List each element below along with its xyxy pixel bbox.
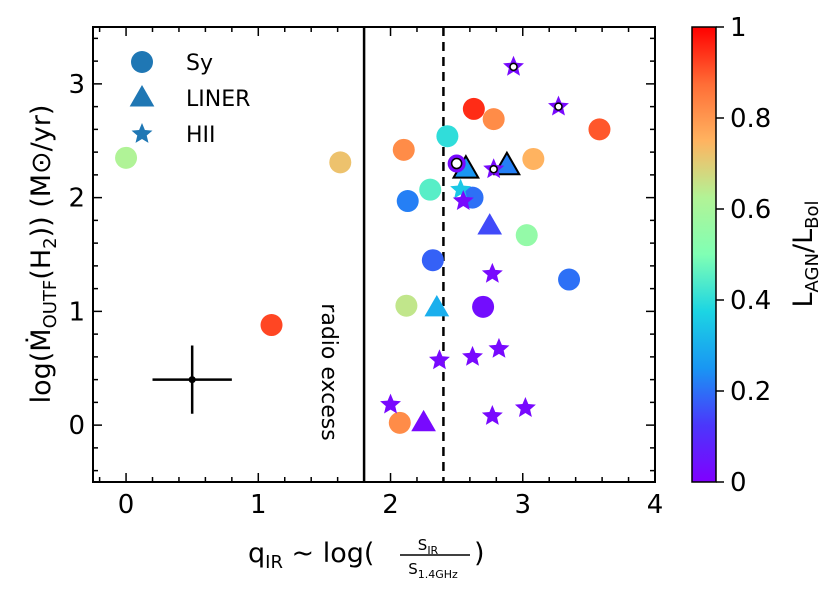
legend: Sy LINER HII xyxy=(129,51,250,148)
hii-point xyxy=(514,397,536,417)
highlight-marker xyxy=(489,164,498,174)
sy-point xyxy=(392,138,415,161)
sy-point xyxy=(558,268,581,291)
error-bar xyxy=(152,345,232,414)
highlight-marker xyxy=(554,102,563,111)
x-tick-label: 4 xyxy=(647,490,664,520)
radio-excess-label: radio excess xyxy=(316,303,341,440)
sy-point xyxy=(515,224,538,247)
colorbar-tick-label: 0.8 xyxy=(730,104,771,134)
colorbar-tick-label: 0 xyxy=(730,468,747,498)
y-tick-label: 0 xyxy=(68,411,85,441)
sy-point xyxy=(388,411,411,434)
liner-point xyxy=(424,294,450,317)
plot-frame xyxy=(92,26,656,483)
sy-point xyxy=(588,118,611,141)
legend-hii-label: HII xyxy=(186,123,216,148)
x-tick-label: 2 xyxy=(382,490,399,520)
liner-point xyxy=(492,150,521,176)
sy-point xyxy=(482,108,505,131)
sy-point xyxy=(395,294,418,317)
legend-sy-marker xyxy=(131,51,153,73)
hii-point xyxy=(481,262,503,283)
y-tick-label: 2 xyxy=(68,184,85,214)
axis-ticks: 0 1 2 3 4 0 1 2 3 xyxy=(68,27,663,520)
liner-point xyxy=(477,213,503,235)
sy-point xyxy=(260,314,283,337)
x-tick-label: 3 xyxy=(514,490,531,520)
highlight-marker xyxy=(509,62,518,72)
svg-text:): ) xyxy=(474,538,485,569)
y-tick-label: 1 xyxy=(68,297,85,327)
sy-point xyxy=(396,190,419,213)
svg-text:qIR ~ log(: qIR ~ log( xyxy=(248,538,374,573)
hii-point xyxy=(380,393,401,414)
colorbar-tick-label: 0.6 xyxy=(730,195,771,225)
highlight-marker xyxy=(450,157,463,170)
sy-point xyxy=(419,178,442,201)
svg-text:S1.4GHz: S1.4GHz xyxy=(408,560,458,581)
hii-point xyxy=(450,178,472,199)
sy-point xyxy=(472,295,495,318)
colorbar-tick-label: 0.2 xyxy=(730,377,771,407)
hii-point xyxy=(428,349,450,370)
svg-text:LAGN/LBol: LAGN/LBol xyxy=(788,201,823,308)
hii-point xyxy=(481,405,503,425)
svg-text:log(ṀOUTF(H2)) (M⊙/yr): log(ṀOUTF(H2)) (M⊙/yr) xyxy=(25,105,61,404)
y-tick-label: 3 xyxy=(68,70,85,100)
svg-text:SIR: SIR xyxy=(418,536,439,557)
y-axis-label: log(ṀOUTF(H2)) (M⊙/yr) xyxy=(25,105,61,404)
colorbar-label: LAGN/LBol xyxy=(788,201,823,308)
liner-point xyxy=(411,409,436,432)
x-axis-label: qIR ~ log( SIR S1.4GHz ) xyxy=(248,536,485,581)
sy-point xyxy=(436,125,459,148)
colorbar-tick-label: 0.4 xyxy=(730,286,771,316)
error-bar-center xyxy=(188,376,196,384)
data-points xyxy=(115,55,611,434)
legend-liner-label: LINER xyxy=(186,87,250,112)
sy-point xyxy=(115,146,138,169)
hii-point xyxy=(488,337,510,358)
x-tick-label: 0 xyxy=(118,490,135,520)
sy-point xyxy=(522,147,545,170)
hii-point xyxy=(462,345,483,366)
sy-point xyxy=(329,151,352,174)
legend-liner-marker xyxy=(129,85,155,107)
legend-sy-label: Sy xyxy=(186,51,213,76)
hii-point xyxy=(452,190,474,210)
colorbar: 0 0.2 0.4 0.6 0.8 1 LAGN/LBol xyxy=(691,13,823,498)
sy-point xyxy=(421,249,444,272)
legend-hii-marker xyxy=(131,123,153,143)
colorbar-gradient xyxy=(692,27,716,482)
colorbar-tick-label: 1 xyxy=(730,13,747,43)
reference-lines xyxy=(362,27,445,482)
sy-point xyxy=(462,97,485,120)
x-tick-label: 1 xyxy=(250,490,267,520)
